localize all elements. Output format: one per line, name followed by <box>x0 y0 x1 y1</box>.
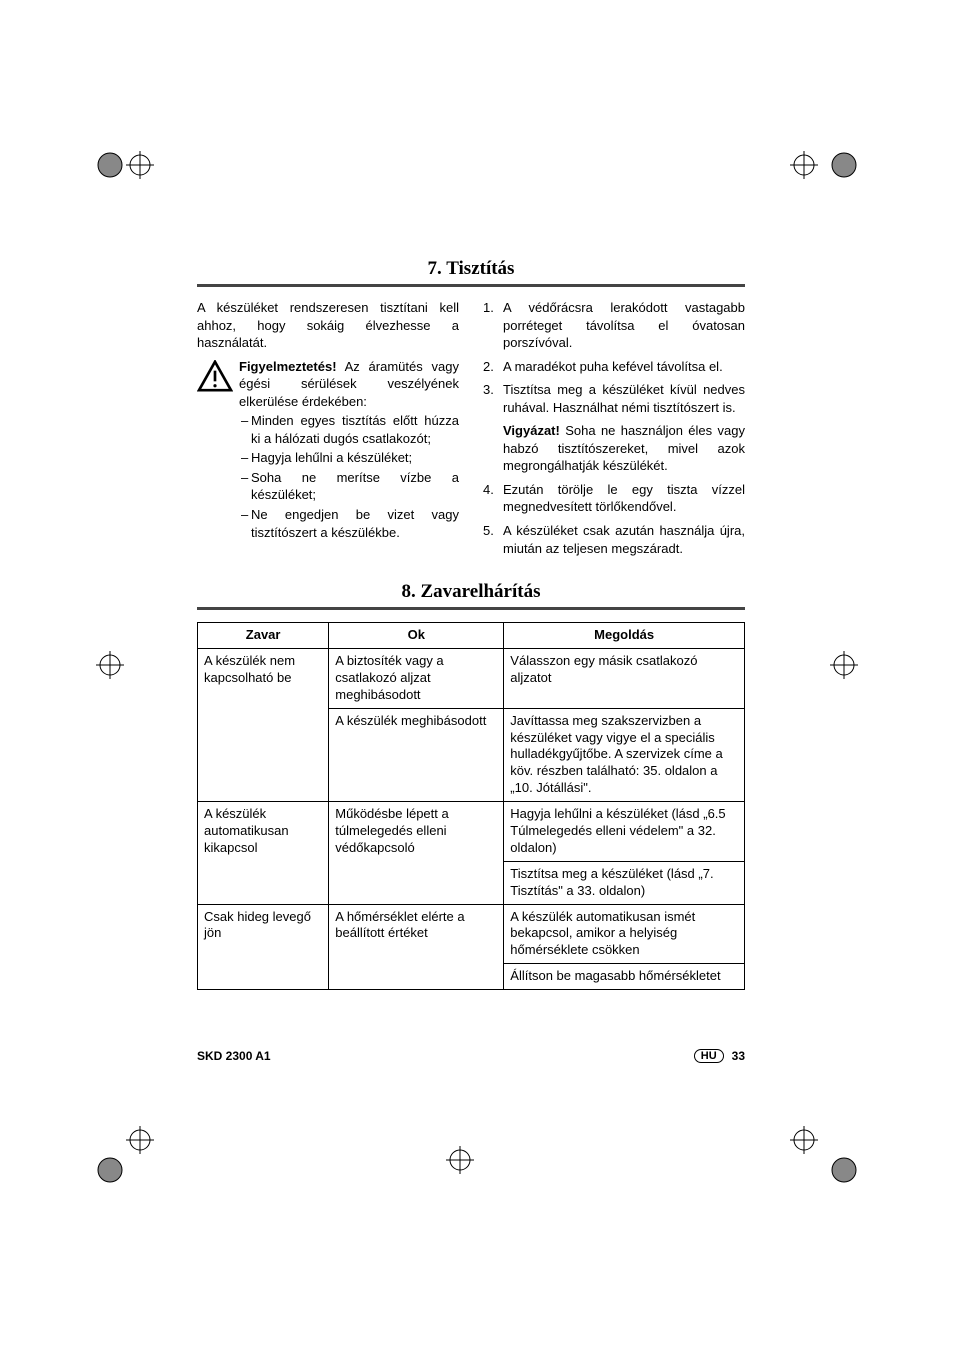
crop-mark-mr <box>824 645 864 688</box>
crop-mark-bm <box>440 1140 480 1183</box>
cell-zavar: Csak hideg levegő jön <box>198 904 329 990</box>
crop-mark-tr <box>784 145 864 228</box>
page-content: 7. Tisztítás A készüléket rendszeresen t… <box>197 258 745 990</box>
th-ok: Ok <box>329 623 504 649</box>
section-7-title: 7. Tisztítás <box>197 258 745 280</box>
warning-label: Figyelmeztetés! <box>239 359 337 374</box>
crop-mark-tl <box>90 145 170 228</box>
th-megoldas: Megoldás <box>504 623 745 649</box>
crop-mark-bl <box>90 1120 170 1203</box>
section-8-title: 8. Zavarelhárítás <box>197 581 745 603</box>
model-number: SKD 2300 A1 <box>197 1049 271 1063</box>
cell-ok: A biztosíték vagy a csatlakozó aljzat me… <box>329 649 504 709</box>
cell-ok: A hőmérséklet elérte a beállított értéke… <box>329 904 504 990</box>
section-7-rule <box>197 284 745 287</box>
table-row: A készülék automatikusan kikapcsol Működ… <box>198 802 745 862</box>
cell-megoldas: A készülék automatikusan ismét bekapcsol… <box>504 904 745 964</box>
th-zavar: Zavar <box>198 623 329 649</box>
warning-block: Figyelmeztetés! Az áramütés vagy égési s… <box>197 358 459 411</box>
cell-zavar: A készülék nem kapcsolható be <box>198 649 329 802</box>
cleaning-steps: A védőrácsra lerakódott vastagabb porrét… <box>483 299 745 416</box>
page-number: 33 <box>732 1049 745 1063</box>
section-8: 8. Zavarelhárítás Zavar Ok Megoldás A ké… <box>197 581 745 990</box>
cell-zavar: A készülék automatikusan kikapcsol <box>198 802 329 904</box>
section-8-rule <box>197 607 745 610</box>
dash-item: Hagyja lehűlni a készüléket; <box>241 449 459 467</box>
caution-label: Vigyázat! <box>503 423 560 438</box>
warning-text: Figyelmeztetés! Az áramütés vagy égési s… <box>239 358 459 411</box>
step-item: Tisztítsa meg a készüléket kívül nedves … <box>483 381 745 416</box>
dash-item: Minden egyes tisztítás előtt húzza ki a … <box>241 412 459 447</box>
warning-triangle-icon <box>197 360 233 392</box>
section-7-body: A készüléket rendszeresen tisztítani kel… <box>197 299 745 563</box>
troubleshooting-table: Zavar Ok Megoldás A készülék nem kapcsol… <box>197 622 745 990</box>
caution-block: Vigyázat! Soha ne használjon éles vagy h… <box>483 422 745 475</box>
cell-ok: A készülék meghibásodott <box>329 708 504 801</box>
cell-ok: Működésbe lépett a túlmelegedés elleni v… <box>329 802 504 904</box>
intro-paragraph: A készüléket rendszeresen tisztítani kel… <box>197 299 459 352</box>
section-7-right-col: A védőrácsra lerakódott vastagabb porrét… <box>483 299 745 563</box>
page-footer: SKD 2300 A1 HU 33 <box>197 1049 745 1063</box>
cell-megoldas: Válasszon egy másik csatlakozó aljzatot <box>504 649 745 709</box>
section-7-left-col: A készüléket rendszeresen tisztítani kel… <box>197 299 459 563</box>
step-item: Ezután törölje le egy tiszta vízzel megn… <box>483 481 745 516</box>
step-item: A maradékot puha kefével távolítsa el. <box>483 358 745 376</box>
warning-dash-list: Minden egyes tisztítás előtt húzza ki a … <box>197 412 459 541</box>
table-row: A készülék nem kapcsolható be A biztosít… <box>198 649 745 709</box>
dash-item: Soha ne merítse vízbe a készüléket; <box>241 469 459 504</box>
cleaning-steps-continued: Ezután törölje le egy tiszta vízzel megn… <box>483 481 745 557</box>
language-badge: HU <box>694 1049 724 1063</box>
dash-item: Ne engedjen be vizet vagy tisztítószert … <box>241 506 459 541</box>
table-row: Csak hideg levegő jön A hőmérséklet elér… <box>198 904 745 964</box>
cell-megoldas: Javíttassa meg szakszervizben a készülék… <box>504 708 745 801</box>
step-item: A védőrácsra lerakódott vastagabb porrét… <box>483 299 745 352</box>
step-item: A készüléket csak azután használja újra,… <box>483 522 745 557</box>
cell-megoldas: Hagyja lehűlni a készüléket (lásd „6.5 T… <box>504 802 745 862</box>
cell-megoldas: Tisztítsa meg a készüléket (lásd „7. Tis… <box>504 861 745 904</box>
crop-mark-br <box>784 1120 864 1203</box>
crop-mark-ml <box>90 645 130 688</box>
cell-megoldas: Állítson be magasabb hőmérsékletet <box>504 964 745 990</box>
